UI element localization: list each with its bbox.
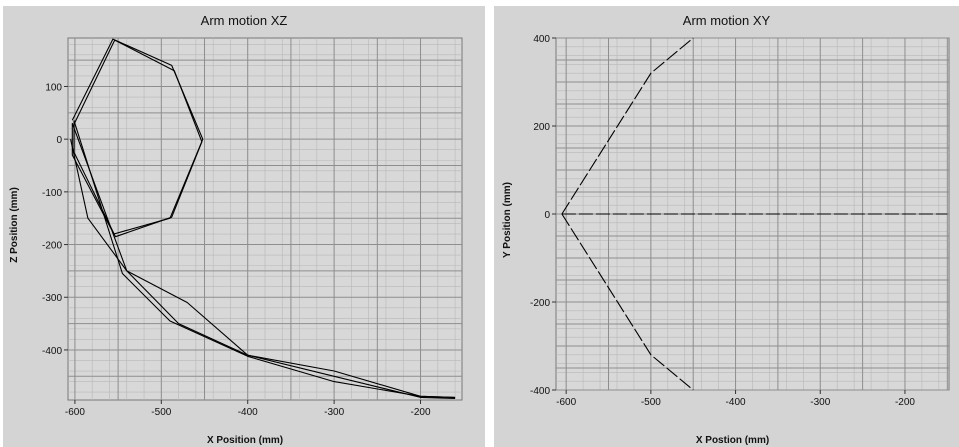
- xy-y-axis-label: Y Position (mm): [502, 182, 513, 258]
- xy-x-tick-label: -200: [895, 397, 915, 408]
- xz-series-line-3: [71, 38, 204, 140]
- xy-chart-title: Arm motion XY: [683, 13, 771, 28]
- xz-series-line-2: [70, 139, 456, 398]
- xz-x-tick-label: -400: [238, 407, 258, 418]
- xy-x-tick-label: -500: [641, 397, 661, 408]
- xz-x-tick-label: -200: [411, 407, 431, 418]
- xy-y-tick-label: 0: [544, 210, 550, 221]
- xz-x-tick-label: -300: [324, 407, 344, 418]
- xz-x-axis-label: X Position (mm): [207, 435, 283, 446]
- xz-x-tick-label: -500: [151, 407, 171, 418]
- xy-series-line-0: [561, 37, 694, 215]
- xy-chart-svg: Arm motion XY -600 -500 -400 -300 -200 400 200 0…: [502, 13, 950, 446]
- xz-y-tick-label: -100: [42, 188, 62, 199]
- xy-x-tick-label: -400: [726, 397, 746, 408]
- xz-y-tick-label: 100: [45, 82, 62, 93]
- xy-x-tick-label: -300: [810, 397, 830, 408]
- xy-y-tick-label: 200: [533, 122, 550, 133]
- xy-y-tick-label: -400: [530, 386, 550, 397]
- xz-series-line-1: [73, 120, 456, 398]
- xz-chart-svg: Arm motion XZ -600 -500 -400 -300 -200 100 0 -10…: [9, 13, 463, 446]
- xz-series-line-4: [73, 39, 203, 142]
- xz-chart-title: Arm motion XZ: [201, 13, 288, 28]
- xz-y-tick-label: -200: [42, 241, 62, 252]
- chart-panel-xz: Arm motion XZ -600 -500 -400 -300 -200 100 0 -10…: [3, 6, 485, 447]
- xy-x-axis-label: X Postion (mm): [696, 435, 769, 446]
- xz-y-tick-label: 0: [56, 135, 62, 146]
- xz-y-axis-label: Z Position (mm): [9, 187, 20, 263]
- xz-series-group: [70, 38, 456, 399]
- xz-x-tick-label: -600: [65, 407, 85, 418]
- chart-panel-xy: Arm motion XY -600 -500 -400 -300 -200 400 200 0…: [494, 6, 959, 447]
- xz-major-grid: [68, 38, 462, 400]
- xy-y-tick-label: -200: [530, 298, 550, 309]
- xy-series-group: [561, 37, 948, 391]
- xy-y-tick-label: 400: [533, 34, 550, 45]
- xz-y-tick-label: -400: [42, 346, 62, 357]
- xy-x-tick-label: -600: [556, 397, 576, 408]
- xz-y-tick-label: -300: [42, 293, 62, 304]
- xy-series-line-1: [561, 213, 694, 391]
